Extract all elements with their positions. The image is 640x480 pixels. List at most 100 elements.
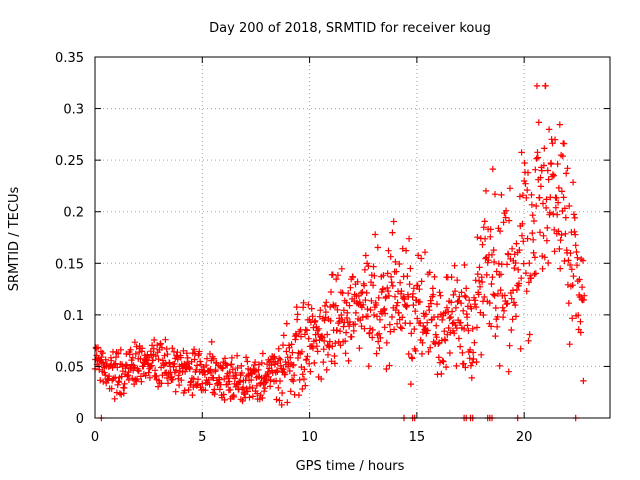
data-point	[450, 291, 457, 299]
data-point	[580, 377, 587, 385]
data-point	[275, 355, 283, 362]
data-point	[391, 293, 399, 300]
data-point	[264, 368, 272, 376]
data-point	[172, 367, 180, 374]
data-point	[470, 355, 477, 363]
data-point	[376, 344, 383, 352]
data-point	[180, 347, 187, 354]
data-point	[238, 369, 245, 377]
data-point	[577, 329, 584, 336]
data-point	[517, 345, 524, 352]
data-point	[201, 371, 209, 378]
data-point	[120, 390, 127, 397]
data-point	[475, 277, 483, 285]
data-point	[145, 369, 152, 376]
data-point	[525, 337, 532, 344]
data-point	[314, 348, 321, 355]
data-point	[515, 266, 522, 273]
data-point	[556, 121, 563, 128]
data-points	[91, 82, 588, 422]
data-point	[441, 328, 448, 335]
data-point	[290, 377, 297, 385]
data-point	[369, 282, 377, 289]
data-point	[317, 307, 324, 314]
data-point	[329, 343, 336, 350]
data-point	[106, 373, 113, 380]
data-point	[533, 202, 540, 210]
data-point	[206, 381, 213, 388]
data-point	[303, 327, 311, 334]
data-point	[531, 270, 538, 278]
data-point	[375, 330, 383, 337]
data-point	[512, 313, 520, 320]
data-point	[491, 191, 499, 198]
data-point	[322, 308, 330, 316]
data-point	[319, 334, 326, 341]
data-point	[321, 302, 329, 310]
data-point	[216, 386, 224, 393]
x-axis-label: GPS time / hours	[296, 459, 405, 474]
data-point	[321, 337, 328, 345]
data-point	[357, 289, 365, 297]
data-point	[175, 372, 182, 379]
data-point	[177, 354, 184, 361]
data-point	[489, 165, 496, 173]
data-point	[184, 354, 191, 362]
data-point	[113, 389, 121, 396]
data-point	[412, 308, 419, 315]
data-point	[315, 325, 323, 332]
data-point	[409, 290, 417, 297]
data-point	[275, 384, 282, 391]
data-point	[323, 366, 330, 374]
data-point	[398, 325, 406, 332]
data-point	[320, 346, 327, 353]
data-point	[519, 220, 526, 227]
data-point	[414, 315, 421, 322]
y-tick-label: 0.15	[55, 257, 84, 272]
data-point	[473, 324, 481, 331]
data-point	[372, 301, 380, 309]
data-point	[164, 351, 171, 358]
data-point	[393, 302, 400, 309]
data-point	[549, 140, 556, 147]
data-point	[548, 160, 555, 168]
data-point	[492, 304, 499, 312]
data-point	[286, 367, 293, 375]
data-point	[442, 337, 449, 344]
data-point	[540, 232, 547, 239]
data-point	[379, 285, 387, 293]
data-point	[422, 311, 430, 318]
data-point	[381, 310, 389, 317]
data-point	[565, 257, 572, 264]
data-point	[364, 313, 372, 320]
data-point	[468, 305, 475, 312]
data-point	[386, 321, 393, 328]
data-point	[387, 328, 394, 335]
data-point	[550, 172, 557, 179]
data-point	[487, 323, 495, 330]
data-point	[416, 286, 423, 293]
data-point	[326, 344, 333, 351]
data-point	[299, 385, 306, 393]
data-point	[151, 336, 158, 344]
data-point	[566, 261, 574, 269]
data-point	[538, 167, 545, 174]
data-point	[191, 356, 198, 363]
data-point	[361, 266, 369, 273]
data-point	[486, 299, 493, 307]
data-point	[210, 355, 218, 362]
data-point	[452, 321, 459, 329]
data-point	[297, 333, 305, 340]
x-tick-label: 0	[91, 430, 99, 445]
data-point	[310, 324, 317, 331]
data-point	[545, 259, 552, 267]
data-point	[369, 334, 376, 341]
data-point	[539, 200, 547, 207]
data-point	[231, 375, 239, 382]
data-point	[259, 394, 266, 402]
data-point	[462, 293, 469, 301]
data-point	[502, 214, 509, 221]
data-point	[418, 278, 425, 285]
data-point	[483, 271, 490, 279]
data-point	[532, 166, 539, 173]
